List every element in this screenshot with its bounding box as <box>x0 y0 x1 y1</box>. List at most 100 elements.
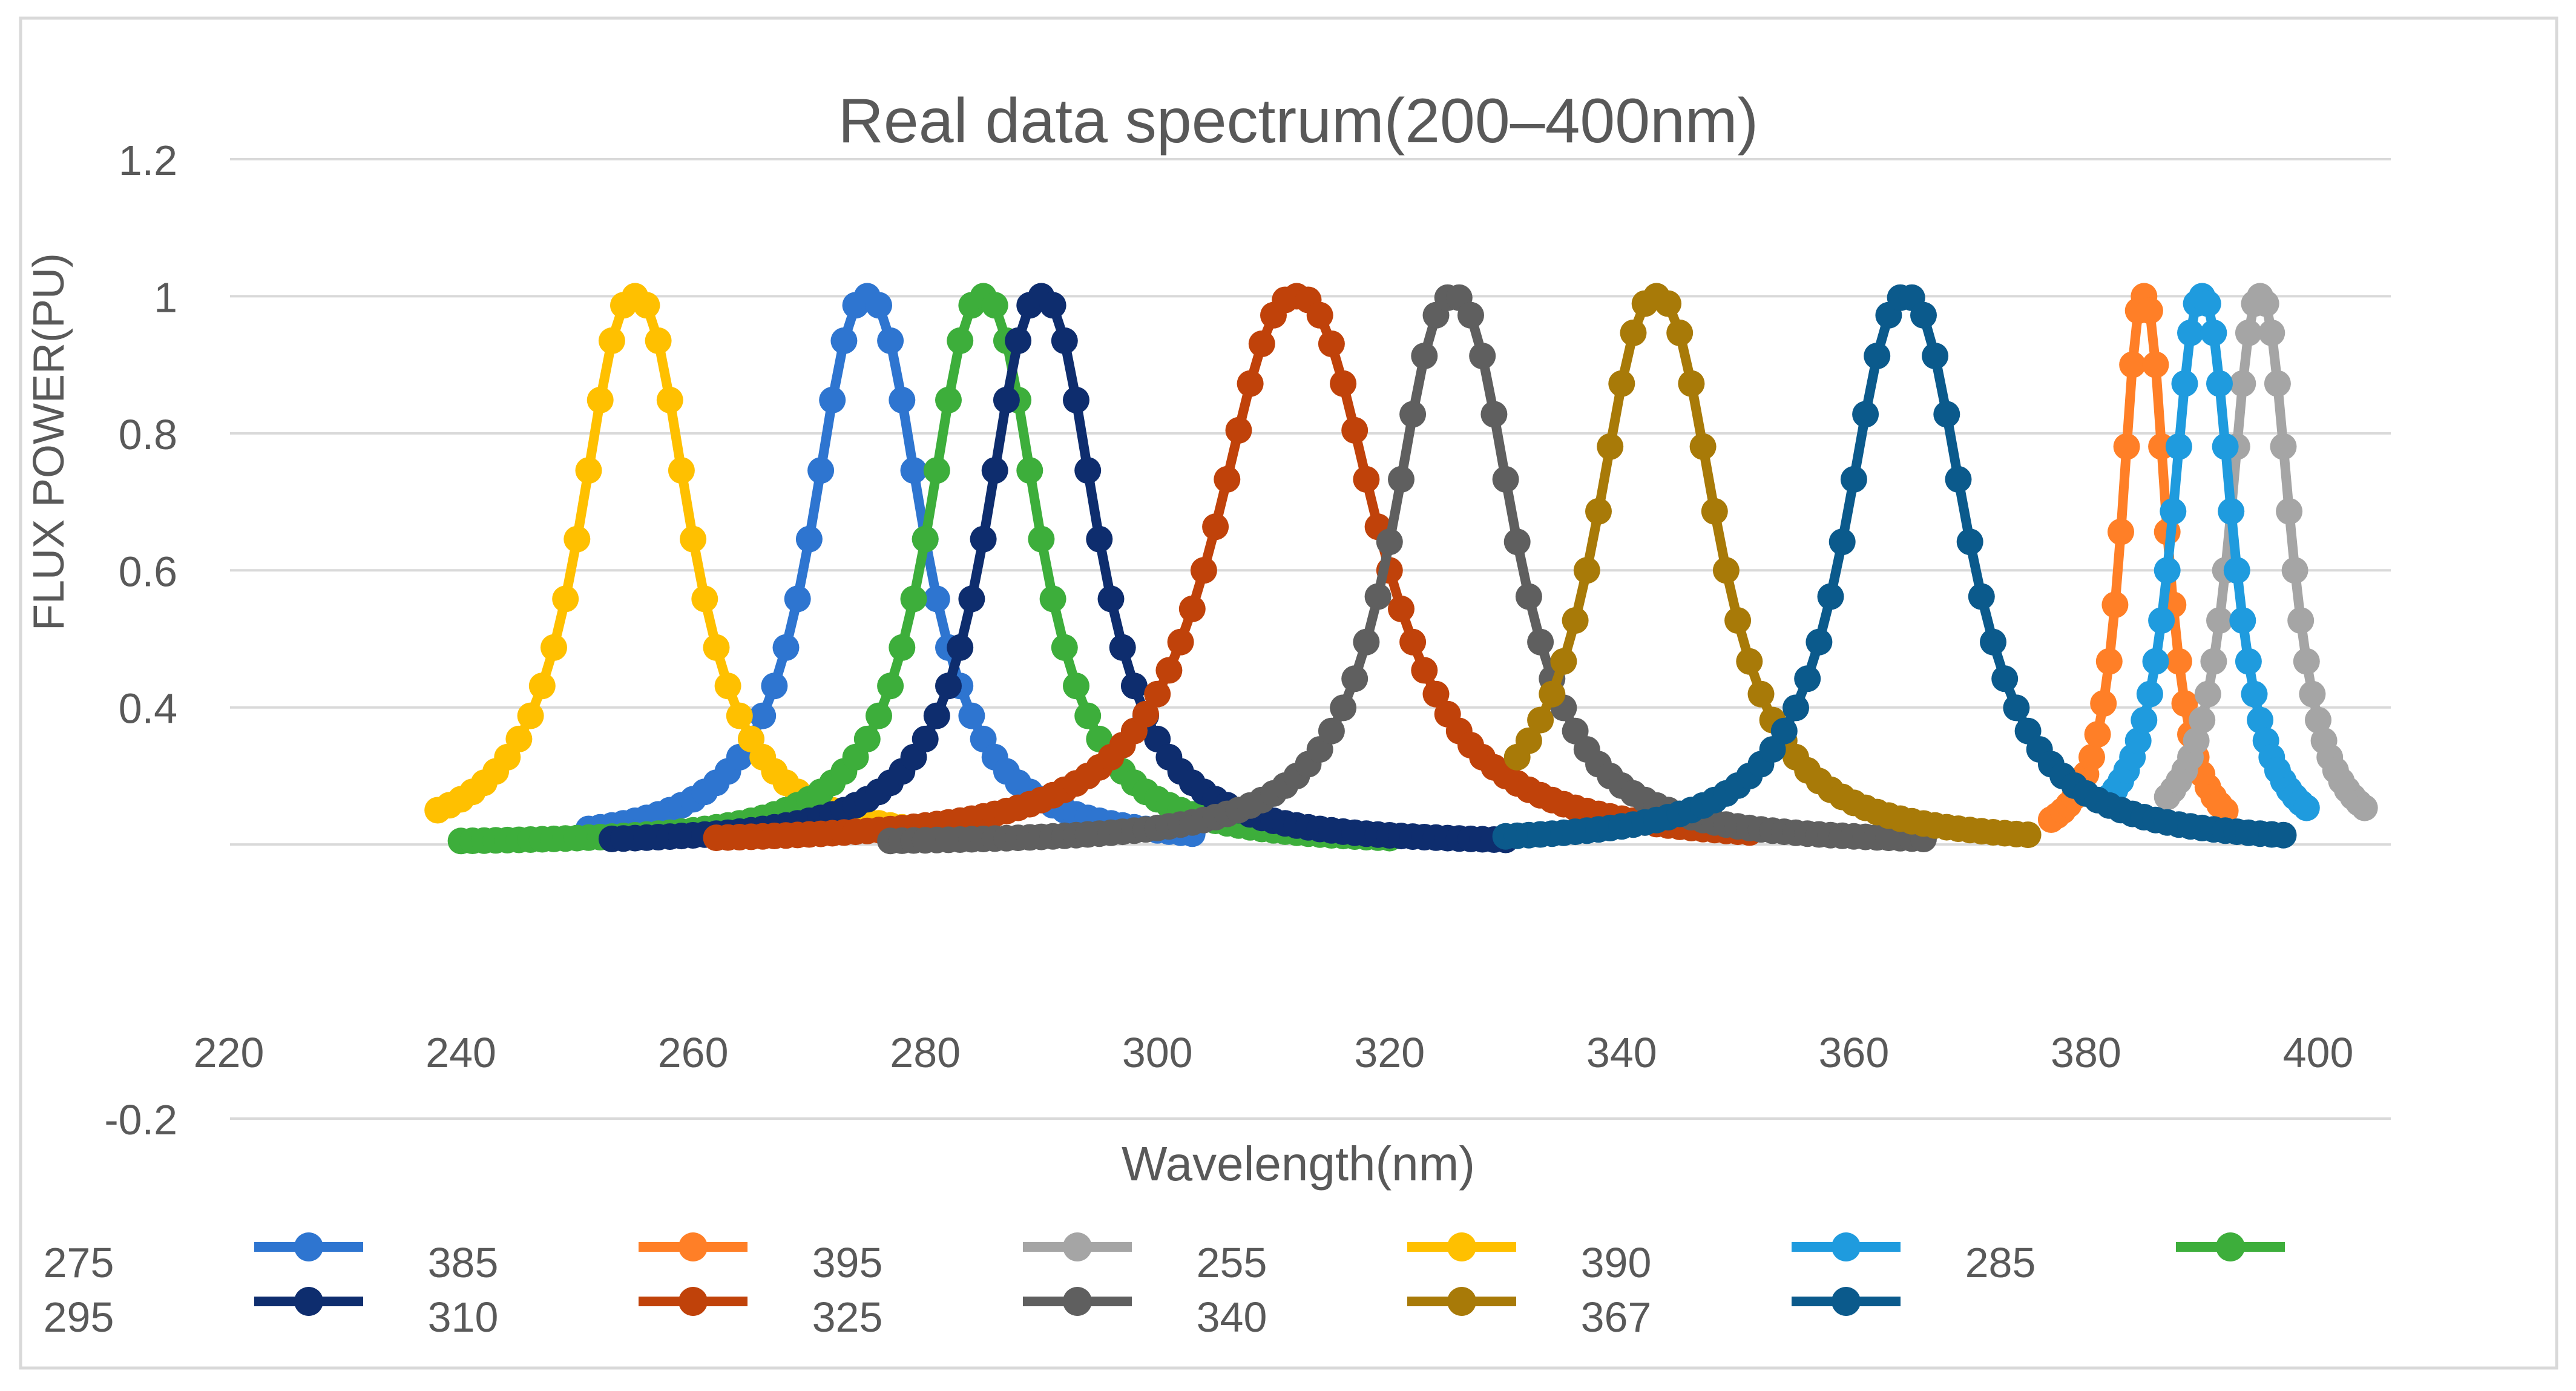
data-point <box>2194 290 2221 317</box>
data-point <box>1922 343 1949 370</box>
data-point <box>1724 607 1752 634</box>
data-point <box>923 585 950 613</box>
data-point <box>540 634 567 661</box>
data-point <box>2084 721 2111 748</box>
data-point <box>2206 370 2233 397</box>
data-point <box>889 386 916 413</box>
data-point <box>1539 680 1566 708</box>
data-point <box>1074 457 1102 484</box>
data-point <box>2258 319 2285 346</box>
data-point <box>1120 672 1148 700</box>
legend-swatch-marker <box>1063 1232 1092 1261</box>
legend-swatch-marker <box>294 1287 323 1316</box>
data-point <box>2119 351 2146 378</box>
data-point <box>2235 319 2262 346</box>
data-point <box>2351 794 2378 821</box>
x-tick-label: 300 <box>1122 1029 1193 1076</box>
data-point <box>714 672 741 700</box>
data-point <box>1806 628 1833 656</box>
data-point <box>1341 416 1368 444</box>
data-point <box>2194 680 2221 708</box>
data-point <box>633 292 660 319</box>
data-point <box>2281 557 2308 584</box>
data-point <box>2223 557 2250 584</box>
data-point <box>1399 628 1427 656</box>
data-point <box>1736 648 1763 675</box>
data-point <box>2252 290 2279 317</box>
x-tick-label: 260 <box>658 1029 729 1076</box>
legend-label: 285 <box>1965 1239 2036 1286</box>
data-point <box>552 585 579 613</box>
data-point <box>1562 607 1589 634</box>
data-point <box>1341 665 1368 692</box>
data-point <box>1933 401 1960 428</box>
data-point <box>668 457 695 484</box>
data-point <box>1376 528 1403 556</box>
data-point <box>2003 694 2030 722</box>
legend-swatch-marker <box>1447 1232 1476 1261</box>
data-point <box>656 386 683 413</box>
data-point <box>1608 370 1635 397</box>
data-point <box>2177 319 2204 346</box>
data-point <box>1063 672 1089 700</box>
data-point <box>2287 607 2315 634</box>
x-tick-label: 220 <box>194 1029 264 1076</box>
data-point <box>1155 657 1183 684</box>
data-point <box>2124 727 2152 754</box>
data-point <box>586 386 614 413</box>
y-axis-title: FLUX POWER(PU) <box>25 253 73 631</box>
data-point <box>866 292 892 319</box>
data-point <box>1225 416 1252 444</box>
data-point <box>1620 319 1647 346</box>
data-point <box>947 327 974 354</box>
data-point <box>795 525 823 553</box>
data-point <box>1515 727 1542 754</box>
data-point <box>1039 585 1066 613</box>
data-point <box>981 292 1008 319</box>
y-tick-label: 1 <box>154 274 177 321</box>
x-tick-label: 360 <box>1818 1029 1889 1076</box>
legend-item-367: 367 <box>1581 1287 1901 1341</box>
legend-item-285: 285 <box>1965 1232 2285 1286</box>
data-point <box>981 457 1008 484</box>
data-point <box>1051 327 1078 354</box>
legend-swatch-marker <box>678 1287 708 1316</box>
data-point <box>1597 433 1624 460</box>
data-point <box>807 457 835 484</box>
data-point <box>564 525 591 553</box>
data-point <box>2136 680 2163 708</box>
x-tick-label: 280 <box>890 1029 961 1076</box>
data-point <box>2148 607 2175 634</box>
series-340 <box>1503 283 2042 849</box>
data-point <box>1167 628 1194 656</box>
data-point <box>1689 433 1717 460</box>
data-point <box>1318 717 1345 745</box>
data-point <box>1422 680 1450 708</box>
data-point <box>1712 557 1740 584</box>
data-point <box>1817 583 1844 610</box>
y-tick-label: 0.6 <box>119 548 177 595</box>
data-point <box>2293 794 2320 821</box>
legend-swatch-marker <box>1832 1232 1861 1261</box>
data-point <box>1190 557 1217 584</box>
x-tick-label: 380 <box>2051 1029 2121 1076</box>
data-point <box>923 702 950 729</box>
data-point <box>1051 634 1078 661</box>
legend-item-340: 340 <box>1197 1287 1516 1341</box>
y-tick-label: 0.4 <box>119 685 177 732</box>
data-point <box>819 386 846 413</box>
data-point <box>1585 498 1612 525</box>
data-point <box>598 327 625 354</box>
chart-title: Real data spectrum(200–400nm) <box>838 86 1758 156</box>
legend-label: 367 <box>1581 1294 1652 1341</box>
data-point <box>2276 498 2303 525</box>
legend-swatch-marker <box>1063 1287 1092 1316</box>
data-point <box>645 327 672 354</box>
series-390 <box>2095 283 2320 821</box>
data-point <box>2247 706 2274 734</box>
data-point <box>2142 648 2169 675</box>
data-point <box>853 725 881 752</box>
data-point <box>935 386 962 413</box>
data-point <box>2160 498 2187 525</box>
data-point <box>2090 690 2117 717</box>
